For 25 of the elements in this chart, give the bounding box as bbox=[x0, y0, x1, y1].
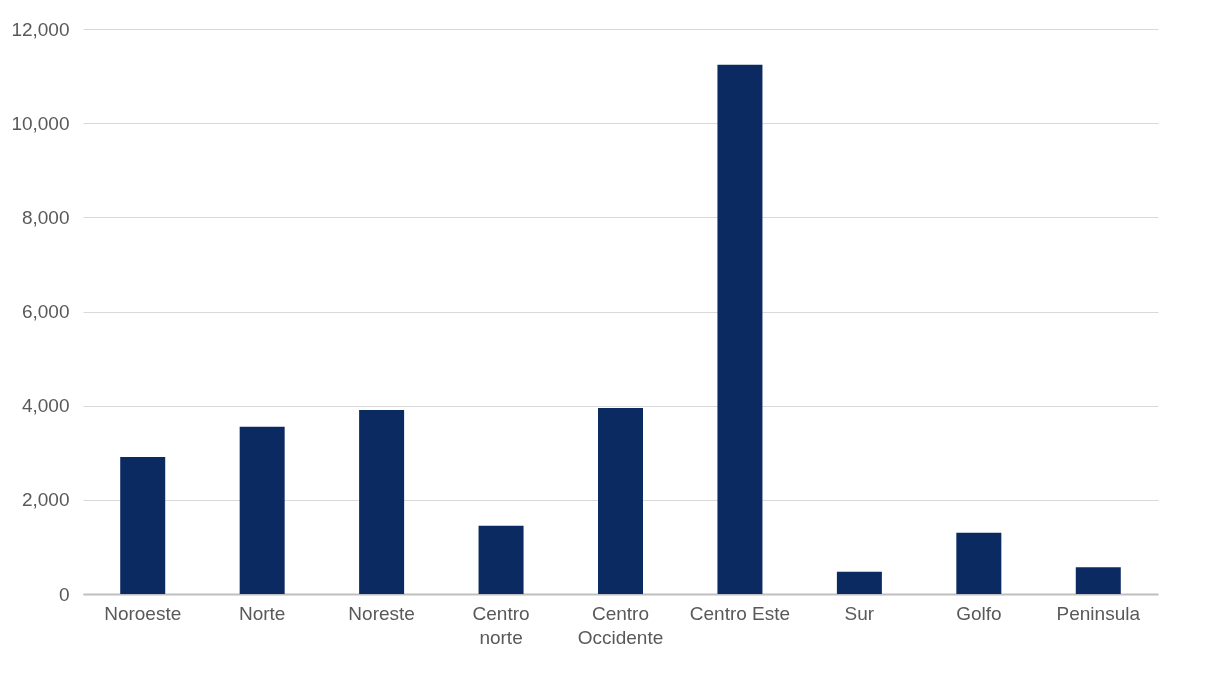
y-tick-label: 4,000 bbox=[21, 395, 70, 417]
x-tick-label: Peninsula bbox=[1056, 602, 1141, 624]
x-tick-label: Golfo bbox=[956, 602, 1002, 624]
y-tick-label: 2,000 bbox=[21, 489, 70, 511]
x-tick-label: Centro Occidente bbox=[577, 602, 664, 648]
bar bbox=[956, 532, 1002, 594]
x-tick-label: Noreste bbox=[348, 602, 415, 624]
bar bbox=[1075, 567, 1121, 594]
x-tick-label: Sur bbox=[844, 602, 875, 624]
y-tick-label: 0 bbox=[58, 583, 70, 605]
bar bbox=[598, 408, 643, 594]
x-tick-label: Centro Este bbox=[689, 602, 791, 624]
x-tick-label: Centro norte bbox=[472, 602, 530, 648]
y-tick-label: 10,000 bbox=[11, 112, 70, 134]
bar bbox=[359, 409, 405, 594]
y-tick-label: 6,000 bbox=[21, 301, 70, 322]
bar bbox=[120, 456, 166, 594]
bar bbox=[836, 571, 882, 594]
bar bbox=[478, 525, 524, 594]
x-tick-label: Norte bbox=[238, 602, 286, 624]
y-tick-label: 12,000 bbox=[11, 18, 70, 40]
y-tick-label: 8,000 bbox=[21, 206, 70, 228]
bar bbox=[239, 426, 285, 594]
bar bbox=[717, 64, 763, 594]
x-tick-label: Noroeste bbox=[104, 602, 182, 624]
